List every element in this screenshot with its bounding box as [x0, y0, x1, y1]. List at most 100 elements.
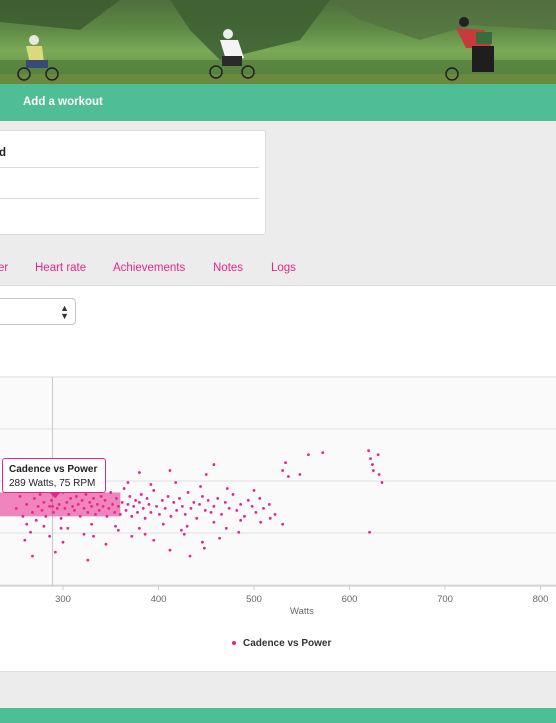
info-card-label: d [0, 147, 7, 159]
x-tick-label: 600 [342, 594, 358, 605]
tab-power[interactable]: er [0, 262, 9, 274]
data-point [138, 471, 141, 474]
data-point [198, 502, 201, 506]
data-point [254, 510, 258, 514]
data-point [239, 518, 243, 522]
data-point [224, 526, 228, 530]
data-point [172, 501, 176, 504]
data-point [281, 469, 285, 472]
data-point [206, 499, 210, 502]
data-point [371, 469, 375, 472]
data-point [243, 514, 246, 518]
workout-info-card: d [0, 130, 266, 235]
data-point [368, 530, 371, 534]
data-point [199, 485, 202, 488]
data-point [235, 508, 239, 512]
x-tick-label: 800 [533, 594, 549, 605]
data-point [166, 495, 170, 498]
data-point [182, 532, 186, 536]
data-point [59, 526, 63, 530]
data-point [126, 502, 130, 506]
data-point [122, 487, 126, 490]
data-point [120, 501, 124, 504]
chart-type-select[interactable]: ▲ ▼ [0, 298, 76, 325]
data-point [201, 540, 204, 544]
data-point [143, 516, 147, 520]
info-card-divider [0, 167, 259, 168]
data-point [141, 506, 145, 510]
data-point [223, 501, 227, 504]
data-point [376, 453, 380, 457]
tooltip-value: 289 Watts, 75 RPM [9, 478, 96, 489]
data-point [286, 475, 290, 478]
data-point [138, 501, 141, 504]
data-point [267, 502, 271, 506]
data-point [152, 538, 156, 542]
data-point [216, 497, 220, 500]
data-point [168, 469, 172, 472]
tab-heart-rate[interactable]: Heart rate [35, 262, 87, 274]
x-tick-label: 700 [437, 594, 453, 605]
data-point [298, 473, 302, 476]
data-point [231, 493, 235, 496]
add-workout-link[interactable]: Add a workout [23, 96, 103, 108]
data-point [212, 504, 216, 508]
x-tick-label: 300 [55, 594, 71, 605]
data-point [143, 532, 147, 536]
data-point [132, 504, 136, 508]
data-point [371, 463, 374, 466]
data-point [180, 504, 184, 508]
tab-notes[interactable]: Notes [213, 262, 244, 274]
data-point [180, 528, 183, 532]
chart-legend[interactable]: Cadence vs Power [232, 638, 331, 649]
data-point [29, 530, 32, 534]
data-point [380, 481, 384, 484]
data-point [114, 524, 117, 528]
data-point [175, 508, 179, 512]
data-point [158, 512, 161, 516]
data-point [225, 487, 229, 490]
data-point [139, 493, 143, 496]
x-tick-label: 500 [246, 594, 262, 605]
data-point [126, 481, 130, 484]
data-point [174, 481, 178, 484]
info-card-divider [0, 198, 259, 199]
data-point [160, 499, 164, 502]
data-point [90, 522, 94, 526]
data-point [186, 491, 190, 494]
data-point [169, 514, 173, 518]
top-nav-bar: Add a workout [0, 84, 556, 121]
tab-achievements[interactable]: Achievements [113, 262, 186, 274]
data-point [209, 510, 213, 514]
data-point [258, 497, 262, 500]
data-point [168, 548, 172, 552]
data-point [220, 512, 223, 516]
data-point [284, 461, 287, 464]
data-point [136, 510, 139, 514]
data-point [161, 522, 165, 526]
data-point [239, 502, 243, 506]
tab-logs[interactable]: Logs [271, 262, 296, 274]
data-point [92, 534, 95, 538]
data-point [262, 506, 265, 510]
data-point [183, 512, 187, 516]
x-axis-label: Watts [290, 606, 314, 617]
select-caret-icon: ▲ ▼ [60, 303, 69, 321]
data-point [138, 526, 141, 530]
data-point [86, 558, 90, 562]
data-point [250, 504, 254, 508]
data-point [201, 495, 204, 498]
data-point [31, 554, 34, 558]
data-point [246, 499, 250, 502]
chart-tooltip: Cadence vs Power 289 Watts, 75 RPM [2, 458, 106, 498]
data-point [203, 508, 207, 512]
data-point [321, 451, 325, 455]
data-point [25, 522, 29, 526]
data-point [218, 536, 222, 540]
data-point [212, 463, 216, 466]
hero-banner [0, 0, 556, 84]
hero-landscape-image [0, 0, 556, 84]
data-point-cluster [0, 492, 121, 517]
workout-tabs: er Heart rate Achievements Notes Logs [0, 258, 556, 284]
